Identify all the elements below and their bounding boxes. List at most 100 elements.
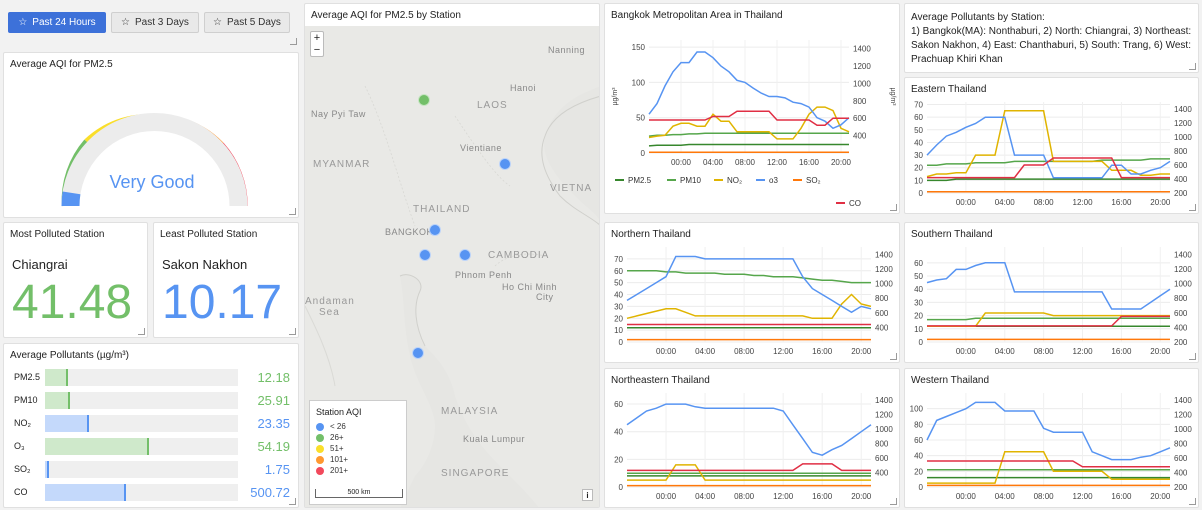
legend-item: < 26 xyxy=(316,421,400,432)
y2-tick-label: 600 xyxy=(875,454,889,463)
pollutant-bar-fill xyxy=(45,438,150,455)
past-5-days-button[interactable]: ☆ Past 5 Days xyxy=(204,12,290,33)
resize-handle[interactable] xyxy=(890,353,897,360)
y2-tick-label: 800 xyxy=(1174,294,1188,303)
resize-handle[interactable] xyxy=(289,328,296,335)
map-panel: Average AQI for PM2.5 by Station Nanning… xyxy=(304,3,600,508)
past-3-days-button[interactable]: ☆ Past 3 Days xyxy=(111,12,199,33)
y2-tick-label: 1400 xyxy=(875,250,893,259)
station-marker-east[interactable] xyxy=(459,249,471,261)
x-tick-label: 08:00 xyxy=(1034,492,1055,501)
resize-handle[interactable] xyxy=(289,498,296,505)
map-label-nanning: Nanning xyxy=(548,45,586,55)
resize-handle[interactable] xyxy=(138,328,145,335)
series-line-pm10 xyxy=(648,132,849,137)
y-tick-label: 20 xyxy=(614,455,623,464)
stations-note-text: 1) Bangkok(MA): Nonthaburi, 2) North: Ch… xyxy=(911,26,1192,65)
map-label-hanoi: Hanoi xyxy=(510,83,537,93)
station-marker-south[interactable] xyxy=(412,347,424,359)
panel-title: Most Polluted Station xyxy=(10,229,105,240)
northern-chart-panel: Northern Thailand 0 10 20 30 40 50 60 70 400 600 8… xyxy=(604,222,900,363)
x-tick-label: 12:00 xyxy=(773,347,794,356)
northern-chart: 0 10 20 30 40 50 60 70 400 600 800 1000 1200 1400 00:0… xyxy=(614,247,893,356)
x-tick-label: 08:00 xyxy=(735,158,756,167)
legend-label: o3 xyxy=(769,176,778,185)
map-label-cambodia: CAMBODIA xyxy=(488,250,550,261)
station-marker-bangkok[interactable] xyxy=(429,224,441,236)
pollutant-bar-track xyxy=(45,392,238,409)
pollutant-bar-track xyxy=(45,461,238,478)
y-tick-label: 20 xyxy=(914,312,923,321)
y-tick-label: 40 xyxy=(914,285,923,294)
y-tick-label: 70 xyxy=(914,101,923,110)
series-line-o3 xyxy=(648,51,850,130)
resize-handle[interactable] xyxy=(290,38,297,45)
past-24-hours-button[interactable]: ☆ Past 24 Hours xyxy=(8,12,106,33)
map-label-vientiane: Vientiane xyxy=(460,143,502,153)
panel-title: Western Thailand xyxy=(911,375,990,386)
x-tick-label: 12:00 xyxy=(1073,347,1094,356)
map-label-myanmar: MYANMAR xyxy=(313,159,371,170)
series-line-no2 xyxy=(926,110,1170,178)
land-shape xyxy=(305,26,599,507)
pollutant-label: PM2.5 xyxy=(14,372,41,382)
station-marker-west[interactable] xyxy=(419,249,431,261)
legend-dot xyxy=(316,466,324,475)
y2-tick-label: 400 xyxy=(875,469,889,478)
map-info-button[interactable]: i xyxy=(582,489,593,501)
y-tick-label: 10 xyxy=(914,176,923,185)
y2-tick-label: 1200 xyxy=(1174,411,1192,420)
station-marker-northeast[interactable] xyxy=(499,158,511,170)
x-tick-label: 04:00 xyxy=(995,492,1016,501)
northeastern-chart: 0 20 40 60 400 600 800 1000 1200 1400 00:00 04:00 08… xyxy=(614,393,893,501)
star-icon: ☆ xyxy=(213,17,223,28)
station-marker-north[interactable] xyxy=(418,94,430,106)
zoom-out-button[interactable]: − xyxy=(313,44,321,56)
pollutant-bar-fill xyxy=(45,415,90,432)
pollutant-bar-row: O₃ 54.19 xyxy=(4,437,298,457)
andaman-coast xyxy=(305,305,336,387)
least-polluted-panel: Least Polluted Station Sakon Nakhon 10.1… xyxy=(153,222,299,338)
y2-tick-label: 400 xyxy=(853,132,867,141)
pollutant-bar-row: PM2.5 12.18 xyxy=(4,368,298,388)
resize-handle[interactable] xyxy=(1189,204,1196,211)
map-label-sea: Sea xyxy=(319,307,340,318)
pollutant-value: 500.72 xyxy=(250,485,290,500)
x-tick-label: 20:00 xyxy=(1150,347,1171,356)
resize-handle[interactable] xyxy=(1189,498,1196,505)
resize-handle[interactable] xyxy=(890,204,897,211)
map-label-andaman: Andaman xyxy=(305,296,355,307)
series-line-o3 xyxy=(926,116,1171,179)
x-tick-label: 16:00 xyxy=(1111,347,1132,356)
legend-dot xyxy=(316,433,324,442)
legend-label: 201+ xyxy=(330,466,349,475)
y-tick-label: 150 xyxy=(632,43,646,52)
panel-title: Average AQI for PM2.5 xyxy=(10,59,113,70)
station-map[interactable]: Nanning Hanoi LAOS Nay Pyi Taw Vientiane… xyxy=(305,26,599,507)
x-tick-label: 20:00 xyxy=(831,158,852,167)
y2-tick-label: 1200 xyxy=(1174,119,1192,128)
coastline xyxy=(541,96,599,225)
y2-tick-label: 200 xyxy=(1174,483,1188,492)
series-line-co xyxy=(927,460,1170,468)
resize-handle[interactable] xyxy=(1189,63,1196,70)
x-tick-label: 04:00 xyxy=(695,347,716,356)
x-tick-label: 00:00 xyxy=(956,492,977,501)
pollutant-bar-row: CO 500.72 xyxy=(4,483,298,503)
y-tick-label: 80 xyxy=(914,420,923,429)
zoom-in-button[interactable]: + xyxy=(313,32,321,44)
zoom-control: + − xyxy=(310,31,324,57)
most-polluted-station: Chiangrai xyxy=(12,257,68,272)
y2-tick-label: 1400 xyxy=(1174,396,1192,405)
stations-note-title: Average Pollutants by Station: xyxy=(911,12,1045,23)
resize-handle[interactable] xyxy=(890,498,897,505)
resize-handle[interactable] xyxy=(289,208,296,215)
y-tick-label: 40 xyxy=(914,452,923,461)
y2-tick-label: 600 xyxy=(853,114,867,123)
resize-handle[interactable] xyxy=(1189,353,1196,360)
y-tick-label: 30 xyxy=(914,298,923,307)
bangkok-chart: 0 50 100 150 400 600 800 1000 1200 1400 00:00 04:00… xyxy=(612,40,896,208)
x-tick-label: 04:00 xyxy=(995,347,1016,356)
y-tick-label: 10 xyxy=(614,326,623,335)
southern-chart-panel: Southern Thailand 0 10 20 30 40 50 60 200 400 600… xyxy=(904,222,1199,363)
